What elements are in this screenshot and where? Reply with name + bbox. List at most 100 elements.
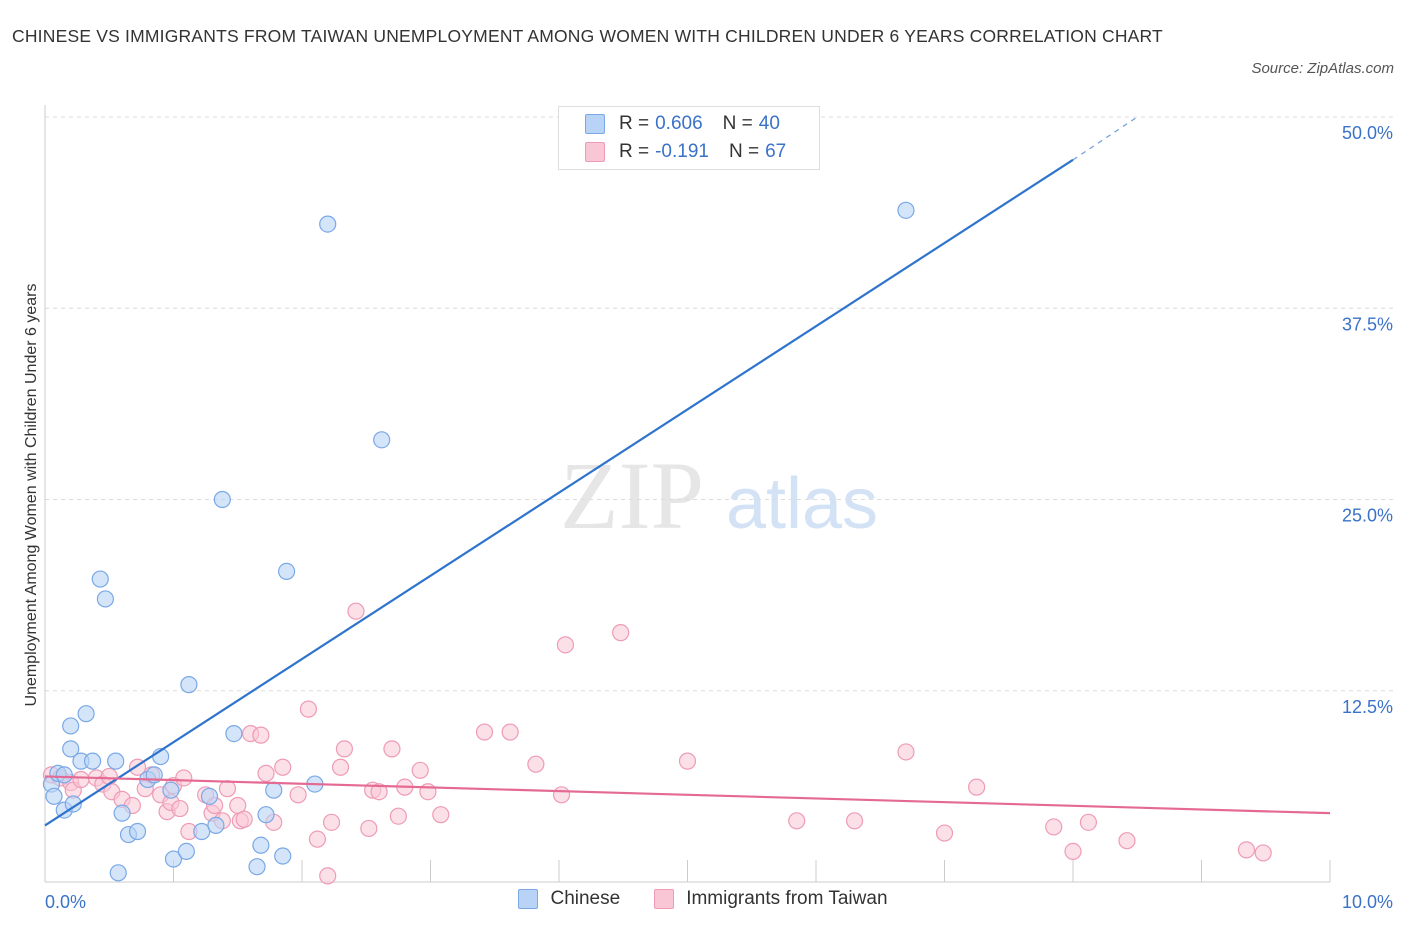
y-tick-label: 37.5% <box>1342 314 1393 334</box>
chinese-point <box>177 842 195 861</box>
chinese-point <box>225 724 243 743</box>
taiwan-point <box>72 770 90 789</box>
chinese-point <box>252 836 270 854</box>
chinese-point <box>164 850 183 868</box>
chinese-point <box>91 570 109 588</box>
taiwan-point <box>360 819 378 838</box>
taiwan-point <box>308 830 327 848</box>
chinese-point <box>62 717 80 735</box>
legend-item-chinese: Chinese <box>518 888 620 910</box>
taiwan-point <box>389 807 407 825</box>
x-tick-label: 10.0% <box>1342 892 1393 912</box>
ticks <box>44 860 1331 882</box>
trend-lines <box>44 116 1331 827</box>
r-label: R = <box>619 113 650 134</box>
chinese-point <box>109 864 127 882</box>
taiwan-point <box>1254 844 1272 862</box>
taiwan-point <box>897 743 915 761</box>
taiwan-point <box>1064 842 1082 861</box>
taiwan-point <box>935 824 954 842</box>
taiwan-point <box>1045 818 1063 836</box>
n-value-taiwan: 67 <box>765 141 787 162</box>
taiwan-point <box>1237 841 1256 859</box>
tick-labels: 12.5% 25.0% 37.5% 50.0% 0.0% 10.0% <box>45 123 1393 912</box>
taiwan-point <box>432 806 450 824</box>
chinese-trend-extension <box>1072 116 1138 161</box>
taiwan-point <box>257 764 275 782</box>
chinese-point <box>373 431 391 449</box>
taiwan-point <box>175 769 193 787</box>
chinese-point <box>77 705 95 723</box>
chinese-trend-line <box>44 158 1074 827</box>
y-tick-label: 12.5% <box>1342 697 1393 717</box>
chinese-point <box>45 787 63 805</box>
taiwan-point <box>252 726 270 744</box>
taiwan-point <box>274 758 292 776</box>
watermark-zip: ZIP <box>560 442 704 549</box>
n-label: N = <box>722 113 753 134</box>
chinese-point <box>213 490 231 509</box>
chart-title: CHINESE VS IMMIGRANTS FROM TAIWAN UNEMPL… <box>12 26 1163 46</box>
grid <box>45 116 1395 692</box>
taiwan-point <box>289 786 307 804</box>
chinese-point <box>193 822 211 841</box>
watermark-atlas: atlas <box>726 464 878 544</box>
taiwan-swatch <box>654 889 675 909</box>
taiwan-point <box>100 767 118 786</box>
taiwan-point <box>501 723 519 741</box>
correlation-legend: R = 0.606 N = 40 R = -0.191 N = 67 <box>558 106 820 170</box>
taiwan-point <box>322 813 341 831</box>
taiwan-point <box>383 740 401 758</box>
r-label: R = <box>619 141 650 162</box>
source-label: Source: ZipAtlas.com <box>1251 60 1394 77</box>
taiwan-point <box>347 602 365 620</box>
legend-row-chinese: R = 0.606 N = 40 <box>585 112 780 136</box>
chinese-point <box>62 740 80 758</box>
n-label: N = <box>728 141 760 162</box>
chinese-point <box>277 562 296 581</box>
chinese-point <box>248 858 266 876</box>
legend-item-taiwan: Immigrants from Taiwan <box>654 888 888 910</box>
chinese-point <box>55 766 73 784</box>
n-value-chinese: 40 <box>758 113 780 134</box>
chinese-point <box>257 806 275 824</box>
chinese-point <box>207 816 225 834</box>
taiwan-point <box>845 812 864 830</box>
taiwan-point <box>319 867 337 885</box>
taiwan-point <box>370 783 388 801</box>
chinese-point <box>96 590 114 608</box>
legend-row-taiwan: R = -0.191 N = 67 <box>585 140 786 164</box>
chinese-point <box>265 781 283 799</box>
taiwan-point <box>218 780 237 798</box>
taiwan-point <box>552 786 571 804</box>
watermark: ZIP atlas <box>560 442 878 549</box>
r-value-chinese: 0.606 <box>655 113 703 134</box>
legend-label-taiwan: Immigrants from Taiwan <box>686 888 888 909</box>
chinese-swatch <box>518 889 539 909</box>
legend-label-chinese: Chinese <box>550 888 621 909</box>
taiwan-swatch <box>585 142 605 162</box>
taiwan-point <box>968 778 986 796</box>
chinese-point <box>83 752 102 770</box>
taiwan-point <box>678 752 697 770</box>
taiwan-point <box>335 740 354 758</box>
taiwan-point <box>411 761 429 779</box>
y-tick-label: 25.0% <box>1342 506 1393 526</box>
taiwan-point <box>612 624 630 642</box>
chinese-point <box>64 795 82 813</box>
chinese-point <box>319 215 337 233</box>
taiwan-point <box>788 812 806 830</box>
taiwan-point <box>299 700 318 718</box>
taiwan-point <box>331 758 350 776</box>
chinese-point <box>107 752 125 770</box>
taiwan-point <box>1118 832 1136 850</box>
chinese-point <box>200 787 219 805</box>
series-legend: Chinese Immigrants from Taiwan <box>0 888 1406 910</box>
x-tick-label: 0.0% <box>45 892 86 912</box>
chinese-point <box>113 804 131 822</box>
r-value-taiwan: -0.191 <box>655 141 709 162</box>
chinese-point <box>180 676 198 694</box>
y-tick-label: 50.0% <box>1342 123 1393 143</box>
taiwan-point <box>475 723 494 741</box>
